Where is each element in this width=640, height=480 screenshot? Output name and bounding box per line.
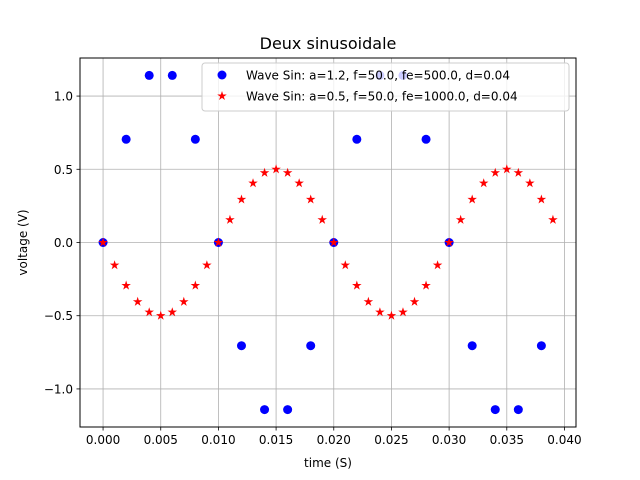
data-point: [271, 164, 281, 174]
x-tick-label: 0.015: [259, 433, 293, 447]
data-point: [155, 310, 166, 320]
data-point: [283, 405, 293, 415]
data-point: [502, 164, 512, 174]
data-point: [386, 310, 397, 320]
data-point: [236, 194, 247, 204]
data-point: [109, 260, 120, 270]
data-point: [190, 134, 200, 144]
data-point: [132, 296, 143, 306]
x-tick-label: 0.000: [86, 433, 120, 447]
data-point: [179, 296, 189, 306]
y-tick-label: −0.5: [44, 309, 73, 323]
data-point: [536, 194, 547, 204]
data-point: [455, 214, 466, 224]
data-point: [432, 260, 443, 270]
data-point: [467, 194, 477, 204]
data-point: [98, 237, 108, 247]
series-2: [98, 164, 558, 320]
data-point: [352, 280, 362, 290]
data-point: [421, 134, 431, 144]
data-point: [536, 341, 546, 351]
data-point: [121, 280, 131, 290]
data-point: [225, 214, 235, 224]
axes: 0.000 0.005 0.010 0.015 0.020 0.025 0.030 0.035…: [44, 90, 582, 447]
x-tick-label: 0.040: [547, 433, 581, 447]
data-point: [398, 307, 408, 317]
x-tick-label: 0.020: [317, 433, 351, 447]
data-point: [363, 296, 374, 306]
data-point: [294, 178, 304, 188]
plot-frame: [79, 57, 577, 428]
y-axis-label: voltage (V): [16, 209, 30, 275]
data-point: [444, 237, 454, 247]
y-tick-label: −1.0: [44, 382, 73, 396]
y-tick-label: 1.0: [54, 90, 73, 104]
legend-label-1: Wave Sin: a=1.2, f=50.0, fe=500.0, d=0.0…: [246, 69, 510, 83]
data-point: [421, 280, 431, 290]
data-point: [260, 405, 270, 415]
data-point: [144, 70, 154, 80]
data-point: [282, 167, 293, 177]
x-tick-label: 0.030: [432, 433, 466, 447]
legend-label-2: Wave Sin: a=0.5, f=50.0, fe=1000.0, d=0.…: [246, 90, 518, 104]
y-tick-label: 0.5: [54, 163, 73, 177]
y-tick-label: 0.0: [54, 236, 73, 250]
data-point: [490, 167, 501, 177]
legend: Wave Sin: a=1.2, f=50.0, fe=500.0, d=0.0…: [201, 62, 570, 112]
data-point: [213, 237, 224, 247]
x-tick-label: 0.025: [374, 433, 408, 447]
x-tick-label: 0.035: [490, 433, 524, 447]
x-tick-label: 0.005: [144, 433, 178, 447]
legend-marker-2: [217, 91, 227, 101]
data-point: [513, 405, 523, 415]
data-point: [144, 307, 154, 317]
data-point: [190, 280, 201, 290]
legend-box: [201, 62, 570, 112]
data-point: [167, 307, 178, 317]
data-point: [352, 134, 362, 144]
data-point: [236, 341, 246, 351]
data-point: [305, 194, 316, 204]
data-point: [317, 214, 327, 224]
x-tick-label: 0.010: [201, 433, 235, 447]
data-point: [121, 134, 131, 144]
data-point: [202, 260, 212, 270]
data-point: [490, 405, 500, 415]
data-point: [167, 70, 177, 80]
data-point: [548, 214, 558, 224]
chart-title: Deux sinusoidale: [260, 34, 397, 53]
data-point: [329, 237, 339, 247]
data-point: [259, 167, 270, 177]
data-point: [340, 260, 351, 270]
data-point: [467, 341, 477, 351]
data-point: [409, 296, 420, 306]
legend-marker-1: [217, 70, 227, 80]
x-axis-label: time (S): [304, 456, 352, 470]
data-point: [375, 307, 385, 317]
data-point: [478, 178, 489, 188]
data-point: [525, 178, 535, 188]
data-point: [248, 178, 258, 188]
data-point: [513, 167, 524, 177]
data-point: [306, 341, 316, 351]
